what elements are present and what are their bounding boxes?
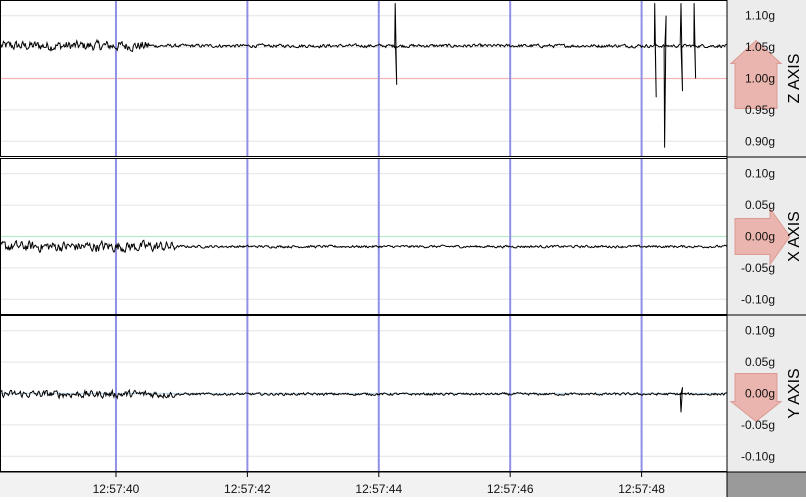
axis-label: Z AXIS — [786, 54, 803, 104]
y-tick-label: 0.10g — [745, 167, 775, 181]
y-tick-label: 0.05g — [745, 198, 775, 212]
corner-box — [727, 472, 806, 497]
y-tick-label: 0.90g — [745, 134, 775, 148]
x-tick-label: 12:57:44 — [355, 482, 402, 496]
y-tick-label: 0.00g — [745, 387, 775, 401]
y-tick-label: 1.00g — [745, 72, 775, 86]
x-tick-label: 12:57:48 — [618, 482, 665, 496]
y-tick-label: 0.95g — [745, 103, 775, 117]
y-tick-label: 1.10g — [745, 9, 775, 23]
y-tick-label: -0.05g — [741, 418, 775, 432]
y-tick-label: -0.05g — [741, 261, 775, 275]
x-tick-label: 12:57:40 — [93, 482, 140, 496]
y-tick-label: 0.00g — [745, 230, 775, 244]
axis-label: Y AXIS — [786, 368, 803, 418]
y-tick-label: -0.10g — [741, 292, 775, 306]
y-tick-label: 1.05g — [745, 40, 775, 54]
x-tick-label: 12:57:42 — [224, 482, 271, 496]
y-tick-label: 0.10g — [745, 324, 775, 338]
y-tick-label: -0.10g — [741, 449, 775, 463]
y-tick-label: 0.05g — [745, 355, 775, 369]
x-tick-label: 12:57:46 — [487, 482, 534, 496]
axis-label: X AXIS — [786, 211, 803, 262]
